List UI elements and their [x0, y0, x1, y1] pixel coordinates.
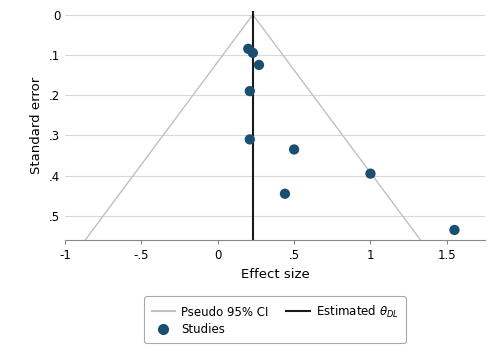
Point: [450, 227, 458, 233]
Point: [249, 50, 257, 56]
Legend: Pseudo 95% CI, Studies, Estimated $\theta_{DL}$: Pseudo 95% CI, Studies, Estimated $\thet…: [144, 297, 406, 343]
Point: [290, 146, 298, 152]
Point: [246, 88, 254, 94]
X-axis label: Effect size: Effect size: [240, 268, 310, 281]
Point: [244, 46, 252, 52]
Point: [255, 62, 263, 68]
Y-axis label: Standard error: Standard error: [30, 77, 44, 174]
Point: [246, 137, 254, 142]
Point: [366, 171, 374, 176]
Point: [281, 191, 289, 197]
